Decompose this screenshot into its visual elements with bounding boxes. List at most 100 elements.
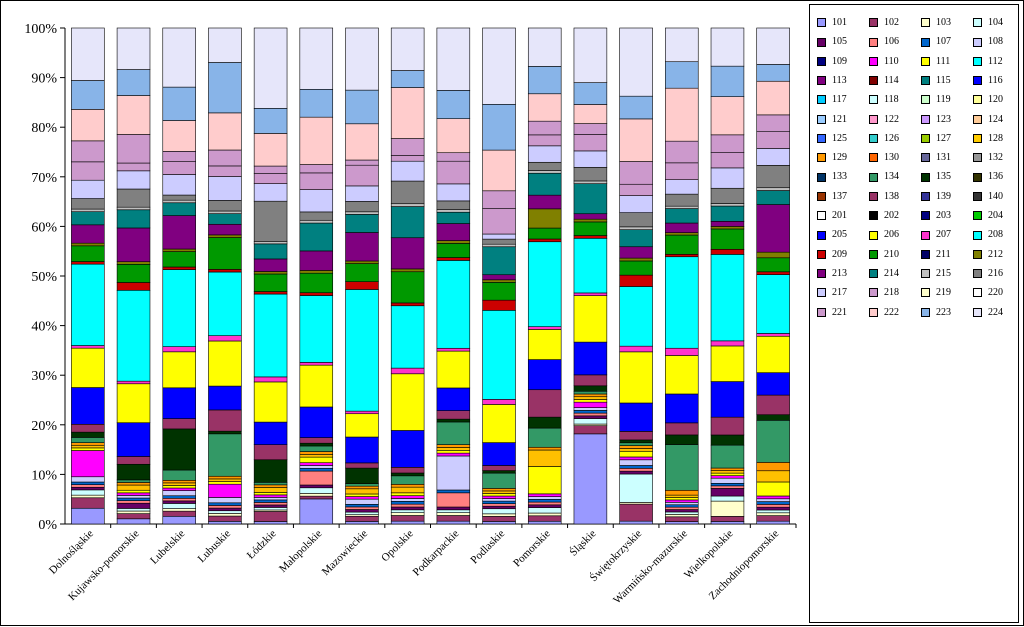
legend-swatch: [921, 269, 930, 279]
bar-segment: 138 – Lubuskie: [208, 409, 242, 432]
bar-segment: 207 – Opolskie: [390, 367, 425, 375]
legend-swatch: [817, 269, 826, 279]
bar-segment: 223 – Wielkopolskie: [710, 65, 745, 97]
bar-segment: 206 – Podlaskie: [482, 404, 516, 443]
bar-segment: 102 – Podlaskie: [482, 516, 516, 522]
legend-swatch: [973, 230, 982, 240]
bar-segment: 221 – Śląskie: [573, 123, 608, 135]
bar-segment: 210 – Podkarpackie: [436, 243, 471, 258]
bar-segment: 210 – Lubuskie: [208, 237, 242, 270]
bar-segment: 102 – Śląskie: [573, 425, 608, 435]
bar-segment: 208 – Wielkopolskie: [710, 254, 745, 342]
bar-segment: 108 – Lubelskie: [162, 490, 196, 497]
legend-item: 201: [817, 210, 847, 221]
legend-label: 134: [884, 171, 899, 183]
bar-segment: 205 – Opolskie: [390, 430, 425, 468]
y-tick-label: 60%: [31, 220, 57, 235]
bar-segment: 107 – Śląskie: [573, 410, 608, 414]
bar-segment: 108 – Dolnośląskie: [71, 476, 105, 483]
bar-segment: – Dolnośląskie: [71, 27, 105, 81]
legend-label: 116: [988, 75, 1003, 87]
bar-segment: 135 – Małopolskie: [299, 442, 334, 447]
bar-segment: 205 – Lubelskie: [162, 387, 196, 419]
bar-segment: 217 – Kujawsko-pomorskie: [116, 170, 151, 190]
legend-label: 202: [884, 210, 899, 222]
bar-segment: 210 – Warmińsko-mazurskie: [665, 234, 699, 255]
bar-segment: 222 – Pomorskie: [527, 93, 562, 122]
bar-segment: 104 – Świętokrzyskie: [619, 473, 653, 503]
bar-segment: 205 – Śląskie: [573, 341, 608, 376]
bar-segment: 213 – Wielkopolskie: [710, 221, 745, 227]
bar-segment: 223 – Małopolskie: [299, 89, 334, 118]
bar-segment: 111 – Wielkopolskie: [710, 472, 745, 476]
bar-segment: 214 – Śląskie: [573, 183, 608, 215]
bar-segment: 107 – Pomorskie: [527, 499, 562, 503]
bar-segment: 135 – Dolnośląskie: [71, 431, 105, 438]
legend-item: 133: [817, 171, 847, 183]
legend-item: 205: [817, 229, 847, 241]
legend-swatch: [817, 191, 826, 201]
bar-segment: 206 – Lubuskie: [208, 340, 242, 387]
bar-segment: 210 – Świętokrzyskie: [619, 260, 653, 276]
bar-segment: 104 – Wielkopolskie: [710, 495, 745, 502]
bar-segment: 209 – Zachodniopomorskie: [756, 271, 790, 275]
legend-item: 136: [973, 171, 1003, 183]
bar-segment: 102 – Małopolskie: [299, 495, 334, 500]
bar-segment: 215 – Śląskie: [573, 180, 608, 184]
legend-swatch: [973, 191, 982, 201]
legend-label: 137: [832, 190, 847, 202]
bar-segment: 110 – Opolskie: [390, 495, 425, 499]
bar-segment: 128 – Małopolskie: [299, 454, 334, 458]
legend-label: 212: [988, 248, 1003, 260]
bar-segment: 129 – Podkarpackie: [436, 444, 471, 448]
bar-segment: 111 – Małopolskie: [299, 456, 334, 463]
bar-segment: 223 – Kujawsko-pomorskie: [116, 69, 151, 96]
legend-item: 216: [973, 268, 1003, 279]
bar-segment: 111 – Warmińsko-mazurskie: [665, 497, 699, 501]
bar-segment: 206 – Podkarpackie: [436, 350, 471, 389]
bar-segment: 106 – Świętokrzyskie: [619, 468, 653, 472]
bar-segment: 207 – Pomorskie: [527, 326, 562, 330]
bar-segment: 210 – Zachodniopomorskie: [756, 257, 790, 273]
bar-segment: 210 – Wielkopolskie: [710, 228, 745, 250]
bar-segment: 138 – Wielkopolskie: [710, 416, 745, 436]
bar-segment: 101 – Podkarpackie: [436, 520, 471, 525]
legend-item: 217: [817, 287, 847, 298]
legend-item: 123: [921, 114, 951, 125]
bar-segment: – Mazowieckie: [345, 27, 379, 91]
legend-item: 102: [869, 17, 899, 28]
legend-item: 134: [869, 171, 899, 183]
bar-segment: 129 – Pomorskie: [527, 446, 562, 451]
bar-segment: 135 – Mazowieckie: [345, 467, 379, 484]
legend-label: 135: [936, 171, 951, 183]
bar-segment: 206 – Świętokrzyskie: [619, 351, 653, 404]
legend-label: 206: [884, 229, 899, 241]
bar-segment: 135 – Świętokrzyskie: [619, 439, 653, 444]
bar-segment: 212 – Zachodniopomorskie: [756, 251, 790, 259]
bar-segment: 129 – Kujawsko-pomorskie: [116, 482, 151, 486]
legend-swatch: [869, 114, 878, 124]
bar-segment: 129 – Świętokrzyskie: [619, 445, 653, 449]
legend-label: 119: [936, 94, 951, 106]
bar-segment: – Pomorskie: [527, 27, 562, 67]
legend-label: 126: [884, 133, 899, 144]
y-tick-label: 80%: [31, 121, 57, 136]
bar-segment: 215 – Łódzkie: [253, 241, 288, 245]
bar-segment: 128 – Podkarpackie: [436, 447, 471, 451]
bar-segment: 212 – Świętokrzyskie: [619, 257, 653, 262]
bar-segment: 105 – Mazowieckie: [345, 509, 379, 513]
legend-label: 132: [988, 152, 1003, 164]
x-category-label: Podlaskie: [468, 528, 507, 567]
legend-item: 129: [817, 152, 847, 163]
bar-segment: 135 – Podkarpackie: [436, 418, 471, 423]
bar-segment: 218 – Zachodniopomorskie: [756, 131, 790, 149]
bar-segment: 128 – Świętokrzyskie: [619, 448, 653, 452]
bar-segment: 214 – Wielkopolskie: [710, 205, 745, 222]
bar-segment: 209 – Podkarpackie: [436, 257, 471, 261]
bar-segment: 101 – Łódzkie: [253, 521, 288, 525]
bar-segment: 222 – Kujawsko-pomorskie: [116, 95, 151, 135]
legend-label: 210: [884, 248, 899, 260]
bar-segment: 206 – Małopolskie: [299, 364, 334, 408]
bar-segment: 213 – Dolnośląskie: [71, 224, 105, 244]
legend-label: 113: [832, 75, 847, 87]
